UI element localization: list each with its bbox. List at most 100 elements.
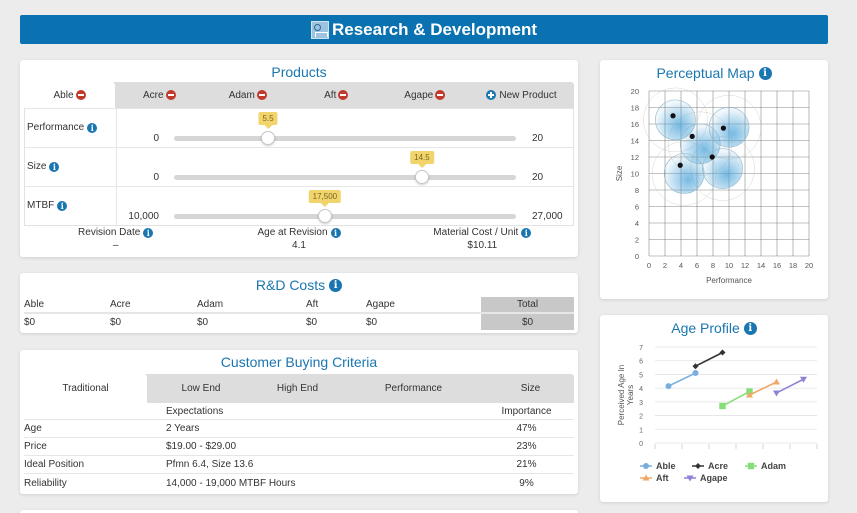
y-tick-label: 6	[639, 359, 643, 366]
product-point	[709, 154, 715, 160]
slider-value-tooltip: 14.5	[410, 151, 434, 168]
y-tick-label: 0	[639, 441, 643, 448]
remove-icon[interactable]	[165, 90, 176, 100]
legend-label: Adam	[761, 461, 786, 471]
tab-label: Aft	[324, 89, 337, 101]
tab-acre[interactable]: Acre	[115, 82, 204, 108]
y-axis-label: Perceived Age InYears	[617, 365, 635, 425]
table-row: Reliability 14,000 - 19,000 MTBF Hours 9…	[24, 474, 574, 492]
x-tick-label: 12	[741, 261, 749, 270]
slider-max: 20	[532, 172, 544, 183]
info-icon[interactable]: i	[143, 227, 154, 238]
info-icon[interactable]: i	[521, 227, 532, 238]
remove-icon[interactable]	[256, 90, 267, 100]
size-slider-track[interactable]	[174, 175, 516, 180]
total-header: Total	[481, 297, 574, 312]
slider-min: 0	[153, 172, 159, 183]
data-point	[643, 463, 649, 469]
tab-traditional[interactable]: Traditional	[24, 374, 147, 403]
y-tick-label: 4	[639, 386, 643, 393]
remove-icon[interactable]	[338, 90, 349, 100]
column-header: Acre	[110, 299, 131, 310]
criterion-name: Reliability	[24, 477, 67, 489]
product-sliders: Performance i 0 5.5 20 Size i 0 14.5 20 MT…	[24, 108, 574, 226]
criterion-name: Age	[24, 423, 42, 434]
legend-label: Able	[656, 461, 676, 471]
performance-slider-handle[interactable]	[261, 131, 276, 145]
new-product-label: New Product	[499, 89, 557, 101]
info-icon[interactable]: i	[743, 321, 757, 335]
products-title: Products	[271, 64, 327, 80]
series-line	[722, 390, 750, 407]
info-icon[interactable]: i	[49, 161, 60, 172]
rd-logo-icon	[310, 20, 329, 39]
y-tick-label: 2	[639, 414, 643, 421]
column-header: Able	[24, 299, 45, 310]
product-tabs: Able Acre Adam Aft Agape New Product	[24, 82, 574, 108]
info-icon[interactable]: i	[57, 200, 68, 211]
criterion-importance: 21%	[516, 459, 537, 470]
y-axis-label: Size	[615, 165, 624, 181]
page-header: Research & Development	[20, 15, 828, 44]
slider-value-tooltip: 17,500	[308, 190, 342, 207]
tab-adam[interactable]: Adam	[204, 82, 293, 108]
remove-icon[interactable]	[75, 90, 86, 100]
tab-high-end[interactable]: High End	[276, 383, 319, 394]
y-tick-label: 2	[635, 236, 639, 245]
x-tick-label: 4	[679, 261, 683, 270]
summary-value: $10.11	[467, 240, 498, 251]
slider-row-mtbf: MTBF i 10,000 17,500 27,000	[25, 186, 573, 225]
y-tick-label: 12	[631, 153, 639, 162]
info-icon[interactable]: i	[87, 122, 98, 133]
y-tick-label: 3	[639, 400, 643, 407]
slider-label: Performance	[27, 122, 85, 133]
data-point	[665, 383, 672, 390]
info-icon[interactable]: i	[330, 227, 341, 238]
series-line	[749, 381, 777, 396]
tab-aft[interactable]: Aft	[292, 82, 381, 108]
tab-agape[interactable]: Agape	[381, 82, 470, 108]
x-tick-label: 6	[695, 261, 699, 270]
product-point	[689, 133, 695, 139]
tab-able[interactable]: Able	[24, 82, 115, 108]
mtbf-slider-handle[interactable]	[317, 209, 332, 223]
criterion-expectation: Pfmn 6.4, Size 13.6	[166, 459, 254, 470]
slider-label: MTBF	[27, 200, 55, 211]
perceptual-map-title: Perceptual Map	[656, 65, 755, 81]
add-icon	[486, 90, 497, 100]
info-icon[interactable]: i	[758, 66, 772, 80]
data-point	[746, 391, 753, 398]
tab-size[interactable]: Size	[520, 383, 541, 394]
size-slider-handle[interactable]	[414, 170, 429, 184]
buying-criteria-title: Customer Buying Criteria	[220, 354, 378, 370]
data-point	[692, 370, 699, 377]
x-tick-label: 18	[789, 261, 797, 270]
rd-costs-panel: R&D Costs i Able Acre Adam Aft Agape Tota…	[20, 273, 578, 333]
info-icon[interactable]: i	[329, 278, 343, 292]
segment-circle	[663, 153, 705, 194]
data-point	[692, 363, 699, 370]
legend-item: Acre	[692, 461, 728, 471]
cost-cell: $0	[306, 316, 318, 328]
rd-costs-table: Able Acre Adam Aft Agape Total $0 $0 $0 …	[24, 297, 574, 330]
table-row: Price $19.00 - $29.00 23%	[24, 438, 574, 456]
product-point	[670, 113, 676, 119]
legend-item: Agape	[684, 473, 728, 483]
x-tick-label: 8	[711, 261, 715, 270]
data-point	[719, 402, 726, 410]
x-tick-label: 10	[725, 261, 733, 270]
performance-slider-track[interactable]	[174, 136, 516, 141]
remove-icon[interactable]	[435, 90, 446, 100]
mtbf-slider-track[interactable]	[174, 214, 516, 219]
segment-circle	[702, 148, 743, 189]
tab-label: Adam	[228, 89, 255, 101]
tab-performance[interactable]: Performance	[384, 383, 443, 394]
y-tick-label: 7	[639, 345, 643, 352]
tab-low-end[interactable]: Low End	[181, 383, 221, 394]
legend-label: Acre	[708, 461, 728, 471]
criteria-table: Expectations Importance Age 2 Years 47% …	[24, 403, 574, 492]
page-title: Research & Development	[331, 19, 538, 39]
summary-value: 4.1	[292, 240, 306, 251]
y-tick-label: 0	[635, 252, 639, 261]
new-product-button[interactable]: New Product	[469, 82, 574, 108]
